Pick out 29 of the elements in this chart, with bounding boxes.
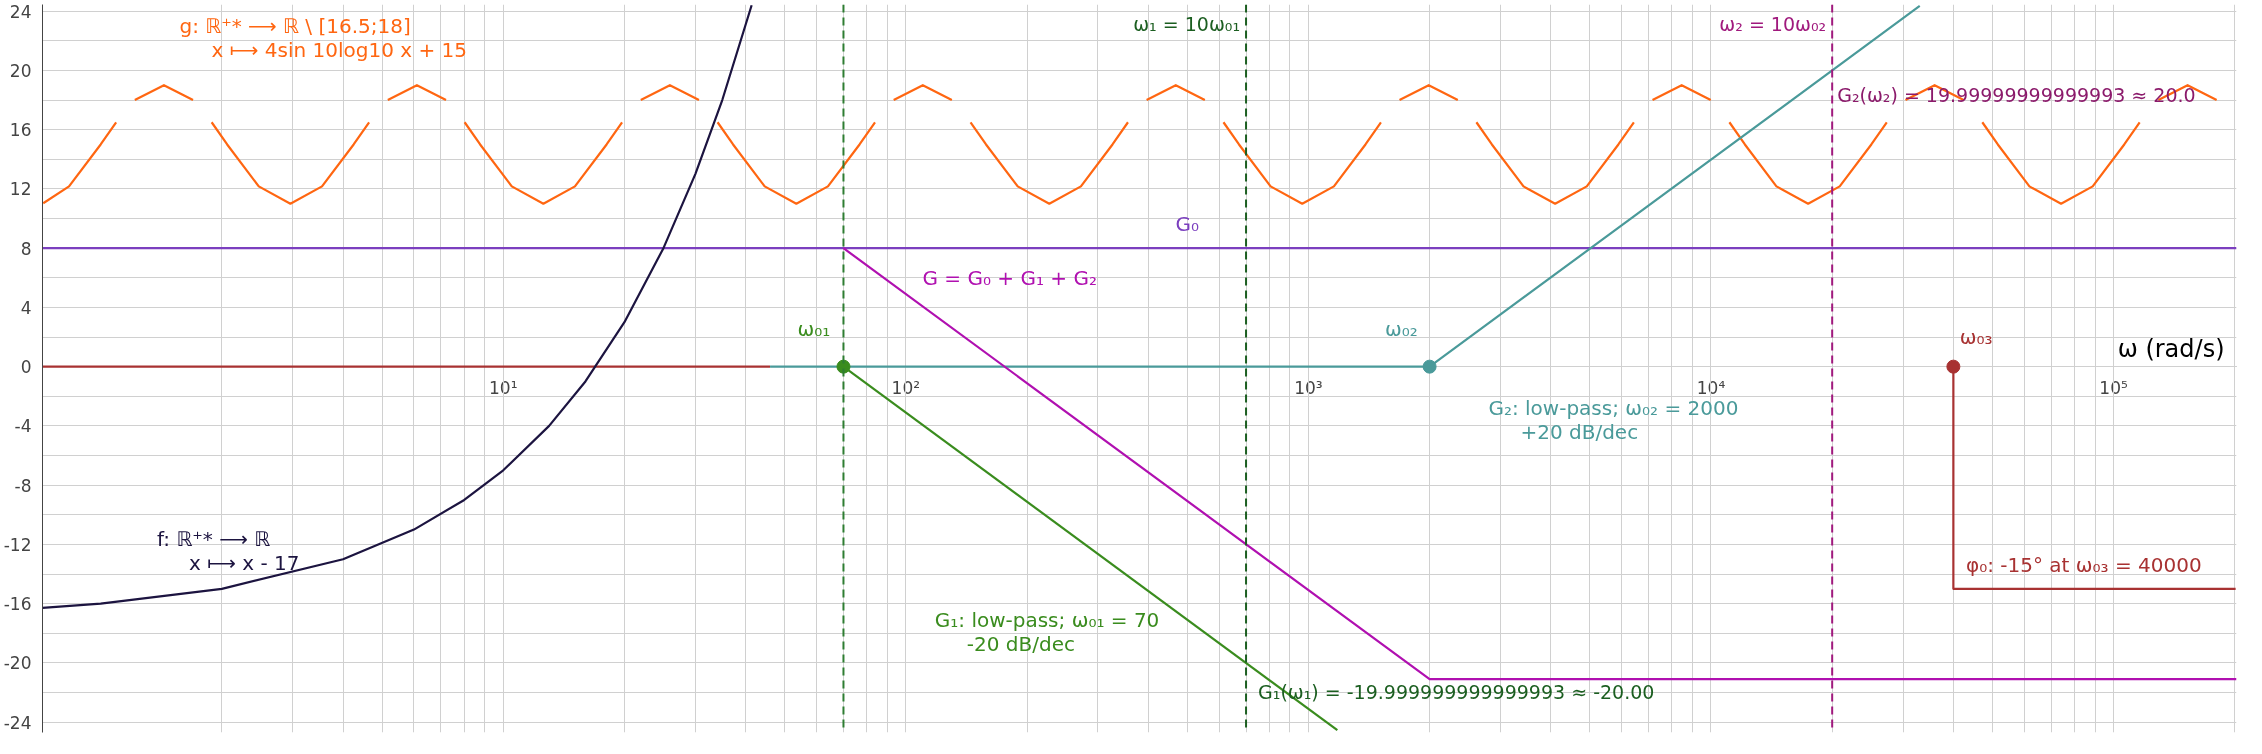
y-tick-label: -8 (14, 475, 32, 496)
x-axis-title: ω (rad/s) (2117, 334, 2225, 363)
y-tick-label: -16 (3, 594, 32, 615)
text: G₂: low-pass; ω₀₂ = 2000 +20 dB/dec (1488, 396, 1739, 445)
y-tick-label: 12 (9, 179, 32, 200)
y-tick-label: -12 (3, 534, 32, 555)
series-label: f: ℝ⁺* ⟶ ℝ x ⟼ x - 17 (156, 526, 300, 575)
series-label: ω₀₁ (797, 317, 831, 342)
series-label: ω₀₃ (1959, 324, 1993, 349)
y-tick-label: 16 (9, 120, 32, 141)
y-tick-label: 20 (9, 60, 32, 81)
y-tick-label: 0 (20, 357, 32, 378)
y-tick-label: -24 (3, 712, 32, 733)
x-tick-label: 10³ (1294, 377, 1323, 398)
series-label: g: ℝ⁺* ⟶ ℝ \ [16.5;18] x ⟼ 4sin 10log10 x + 15 (179, 14, 467, 63)
x-tick-label: 10⁵ (2099, 377, 2128, 398)
y-tick-label: -4 (14, 416, 32, 437)
series-label: G₁: low-pass; ω₀₁ = 70 -20 dB/dec (934, 608, 1160, 657)
y-tick-label: 4 (20, 297, 32, 318)
y-tick-label: 8 (20, 238, 32, 259)
x-tick-label: 10¹ (489, 377, 518, 398)
annotation: ω₂ = 10ω₀₂ (1719, 12, 1827, 35)
annotation: ω₁ = 10ω₀₁ (1133, 12, 1241, 35)
y-tick-label: -20 (3, 653, 32, 674)
series-label: ω₀₂ (1385, 317, 1418, 342)
series-label: G₀ (1175, 211, 1199, 236)
series-label: φ₀: -15° at ω₀₃ = 40000 (1966, 552, 2202, 577)
y-tick-label: 24 (9, 1, 32, 22)
series-label: G = G₀ + G₁ + G₂ (922, 265, 1097, 290)
